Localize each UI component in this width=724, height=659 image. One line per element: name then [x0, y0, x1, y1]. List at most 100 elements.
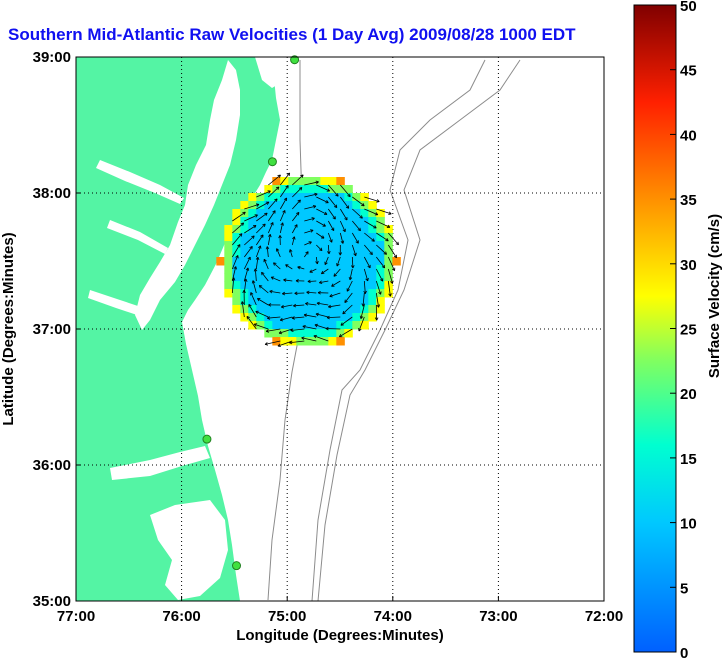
velocity-cell — [264, 273, 273, 282]
velocity-cell — [328, 337, 337, 346]
velocity-cell — [336, 209, 345, 218]
velocity-arrowhead — [285, 185, 289, 189]
velocity-cell — [352, 281, 361, 290]
velocity-arrowhead — [315, 260, 319, 265]
velocity-arrow — [261, 272, 269, 282]
velocity-cell — [296, 225, 305, 234]
velocity-arrowhead — [379, 278, 384, 282]
velocity-cell — [336, 321, 345, 330]
velocity-cell — [232, 297, 241, 306]
velocity-cell — [352, 305, 361, 314]
velocity-cell — [336, 257, 345, 266]
velocity-arrowhead — [275, 186, 280, 190]
velocity-arrow — [363, 268, 369, 282]
velocity-cell — [352, 233, 361, 242]
velocity-arrow — [376, 232, 389, 242]
velocity-cell — [296, 257, 305, 266]
velocity-arrow — [364, 208, 378, 216]
velocity-cell — [224, 273, 233, 282]
velocity-cell — [224, 265, 233, 274]
velocity-arrowhead — [315, 312, 319, 317]
velocity-cell — [272, 201, 281, 210]
velocity-cell — [312, 281, 321, 290]
velocity-arrowhead — [296, 211, 300, 216]
velocity-arrowhead — [267, 316, 271, 320]
velocity-cell — [264, 185, 273, 194]
velocity-cell — [360, 249, 369, 258]
velocity-cell — [304, 313, 313, 322]
velocity-cell — [320, 265, 329, 274]
velocity-arrow — [387, 244, 397, 259]
x-tick-label: 77:00 — [57, 608, 95, 625]
velocity-cell — [280, 337, 289, 346]
velocity-cell — [256, 313, 265, 322]
velocity-arrowhead — [328, 304, 332, 309]
velocity-arrowhead — [267, 190, 271, 194]
velocity-cell — [336, 289, 345, 298]
velocity-arrowhead — [285, 264, 289, 268]
velocity-arrowhead — [289, 249, 293, 253]
velocity-cell — [336, 337, 345, 346]
velocity-arrow — [307, 280, 317, 282]
velocity-arrow — [246, 316, 257, 330]
velocity-cell — [264, 217, 273, 226]
velocity-cell — [320, 241, 329, 250]
delaware-bay — [255, 57, 285, 88]
velocity-cell — [304, 217, 313, 226]
velocity-cell — [288, 273, 297, 282]
velocity-cell — [344, 265, 353, 274]
velocity-cell — [360, 257, 369, 266]
velocity-coverage — [216, 177, 401, 346]
velocity-arrowhead — [249, 246, 253, 250]
velocity-arrow — [315, 256, 318, 265]
velocity-cell — [296, 209, 305, 218]
velocity-cell — [368, 281, 377, 290]
velocity-cell — [280, 225, 289, 234]
velocity-arrowhead — [262, 223, 266, 227]
velocity-cell — [288, 297, 297, 306]
velocity-cell — [344, 297, 353, 306]
velocity-cell — [368, 313, 377, 322]
velocity-cell — [296, 273, 305, 282]
velocity-cell — [296, 297, 305, 306]
velocity-arrow — [243, 256, 251, 270]
velocity-arrow — [292, 212, 300, 222]
velocity-arrowhead — [357, 227, 361, 232]
velocity-cell — [264, 249, 273, 258]
velocity-arrowhead — [295, 279, 299, 283]
velocity-arrowhead — [342, 228, 346, 233]
velocity-arrowhead — [335, 193, 339, 197]
velocity-cell — [224, 225, 233, 234]
velocity-cell — [280, 297, 289, 306]
velocity-cell — [224, 281, 233, 290]
velocity-arrow — [339, 208, 348, 221]
velocity-cell — [368, 217, 377, 226]
colorbar-tick-label: 45 — [680, 63, 697, 80]
velocity-arrowhead — [324, 261, 328, 265]
velocity-cell — [360, 305, 369, 314]
velocity-arrowhead — [254, 214, 258, 218]
velocity-arrowhead — [371, 238, 375, 242]
velocity-cell — [256, 249, 265, 258]
station-marker — [290, 55, 300, 65]
velocity-arrow — [267, 234, 271, 246]
james-estuary — [88, 290, 150, 318]
chesapeake-bay — [135, 60, 240, 330]
velocity-cell — [248, 201, 257, 210]
y-tick-label: 39:00 — [33, 49, 71, 66]
velocity-cell — [336, 225, 345, 234]
velocity-cell — [336, 313, 345, 322]
velocity-arrowhead — [320, 270, 325, 275]
velocity-cell — [376, 297, 385, 306]
velocity-cell — [336, 201, 345, 210]
velocity-arrowhead — [347, 193, 351, 198]
velocity-arrow — [329, 292, 341, 297]
velocity-cell — [320, 249, 329, 258]
velocity-arrow — [258, 285, 269, 294]
x-axis-ticks: 77:00 76:00 75:00 74:00 73:00 72:00 — [57, 596, 623, 625]
velocity-arrow — [333, 268, 341, 277]
velocity-cell — [240, 289, 249, 298]
velocity-cell — [272, 305, 281, 314]
velocity-cell — [280, 217, 289, 226]
